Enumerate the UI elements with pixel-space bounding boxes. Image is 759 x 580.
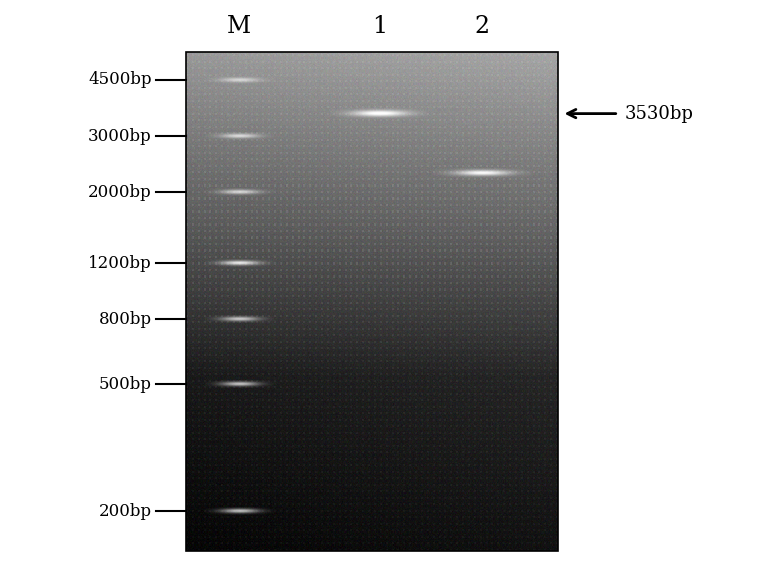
- Bar: [186, 52, 558, 551]
- Text: 200bp: 200bp: [99, 503, 152, 520]
- Text: 2: 2: [474, 14, 490, 38]
- Text: M: M: [227, 14, 251, 38]
- Text: 2000bp: 2000bp: [88, 184, 152, 201]
- Text: 1: 1: [372, 14, 387, 38]
- Text: 500bp: 500bp: [99, 376, 152, 393]
- Text: 800bp: 800bp: [99, 311, 152, 328]
- Text: 1200bp: 1200bp: [88, 255, 152, 271]
- Text: 4500bp: 4500bp: [88, 71, 152, 89]
- Text: 3000bp: 3000bp: [88, 128, 152, 144]
- Text: 3530bp: 3530bp: [625, 104, 694, 122]
